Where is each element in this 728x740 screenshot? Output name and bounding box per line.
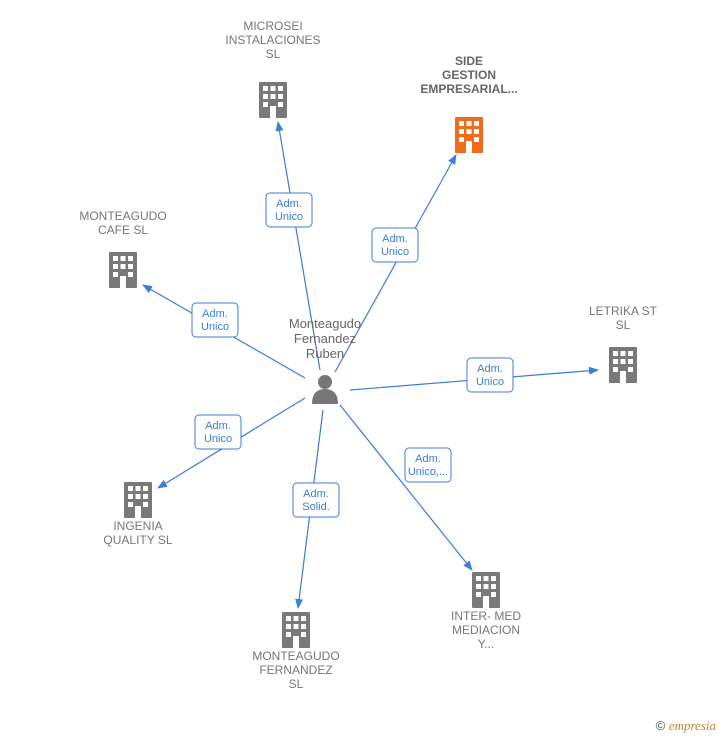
edge-label-text: Unico (204, 433, 232, 445)
node-label: INSTALACIONES (225, 33, 320, 47)
node-label: SL (266, 47, 281, 61)
node-label: GESTION (442, 68, 496, 82)
credit: © empresia (656, 718, 716, 734)
node-label: LETRIKA ST (589, 304, 658, 318)
edge-label-montefern: Adm.Solid. (293, 483, 339, 517)
center-person-node[interactable] (312, 375, 338, 404)
building-icon (472, 572, 500, 608)
edge-label-letrika: Adm.Unico (467, 358, 513, 392)
edge-label-text: Solid. (302, 501, 330, 513)
edge-label-text: Adm. (202, 308, 228, 320)
node-label: MONTEAGUDO (252, 649, 339, 663)
node-letrika[interactable] (609, 347, 637, 383)
node-montefern[interactable] (282, 612, 310, 648)
edge-label-text: Adm. (477, 363, 503, 375)
edge-label-text: Unico (201, 321, 229, 333)
edge-label-text: Unico (381, 246, 409, 258)
node-montecafe[interactable] (109, 252, 137, 288)
node-label: FERNANDEZ (259, 663, 332, 677)
node-label: CAFE SL (98, 223, 148, 237)
building-icon (455, 117, 483, 153)
node-label: MICROSEI (243, 19, 302, 33)
node-label: QUALITY SL (103, 533, 172, 547)
building-icon (259, 82, 287, 118)
building-icon (609, 347, 637, 383)
node-label: SL (289, 677, 304, 691)
brand-rest: mpresia (675, 718, 716, 733)
edge-label-montecafe: Adm.Unico (192, 303, 238, 337)
edge-label-text: Unico (275, 211, 303, 223)
node-label: Y... (478, 637, 494, 651)
edge-label-text: Adm. (415, 453, 441, 465)
node-label: EMPRESARIAL... (420, 82, 517, 96)
edge-label-text: Adm. (276, 198, 302, 210)
node-side[interactable] (455, 117, 483, 153)
node-ingenia[interactable] (124, 482, 152, 518)
node-label: INTER- MED (451, 609, 521, 623)
building-icon (124, 482, 152, 518)
edge-label-microsei: Adm.Unico (266, 193, 312, 227)
building-icon (282, 612, 310, 648)
edge-label-side: Adm.Unico (372, 228, 418, 262)
center-label: Ruben (306, 346, 344, 361)
building-icon (109, 252, 137, 288)
node-label: MEDIACION (452, 623, 520, 637)
center-label: Monteagudo (289, 316, 361, 331)
network-diagram: Adm.UnicoAdm.UnicoAdm.UnicoAdm.Unico,...… (0, 0, 728, 740)
edge-label-text: Adm. (303, 488, 329, 500)
node-intermed[interactable] (472, 572, 500, 608)
node-label: MONTEAGUDO (79, 209, 166, 223)
edge-label-ingenia: Adm.Unico (195, 415, 241, 449)
node-label: SIDE (455, 54, 483, 68)
copyright-symbol: © (656, 718, 666, 733)
edge-label-text: Unico,... (408, 466, 448, 478)
node-label: INGENIA (113, 519, 162, 533)
edge-label-text: Adm. (205, 420, 231, 432)
node-microsei[interactable] (259, 82, 287, 118)
edge-label-intermed: Adm.Unico,... (405, 448, 451, 482)
edge-label-text: Adm. (382, 233, 408, 245)
node-label: SL (616, 318, 631, 332)
edge-intermed (340, 405, 472, 570)
center-label: Fernandez (294, 331, 356, 346)
edge-label-text: Unico (476, 376, 504, 388)
